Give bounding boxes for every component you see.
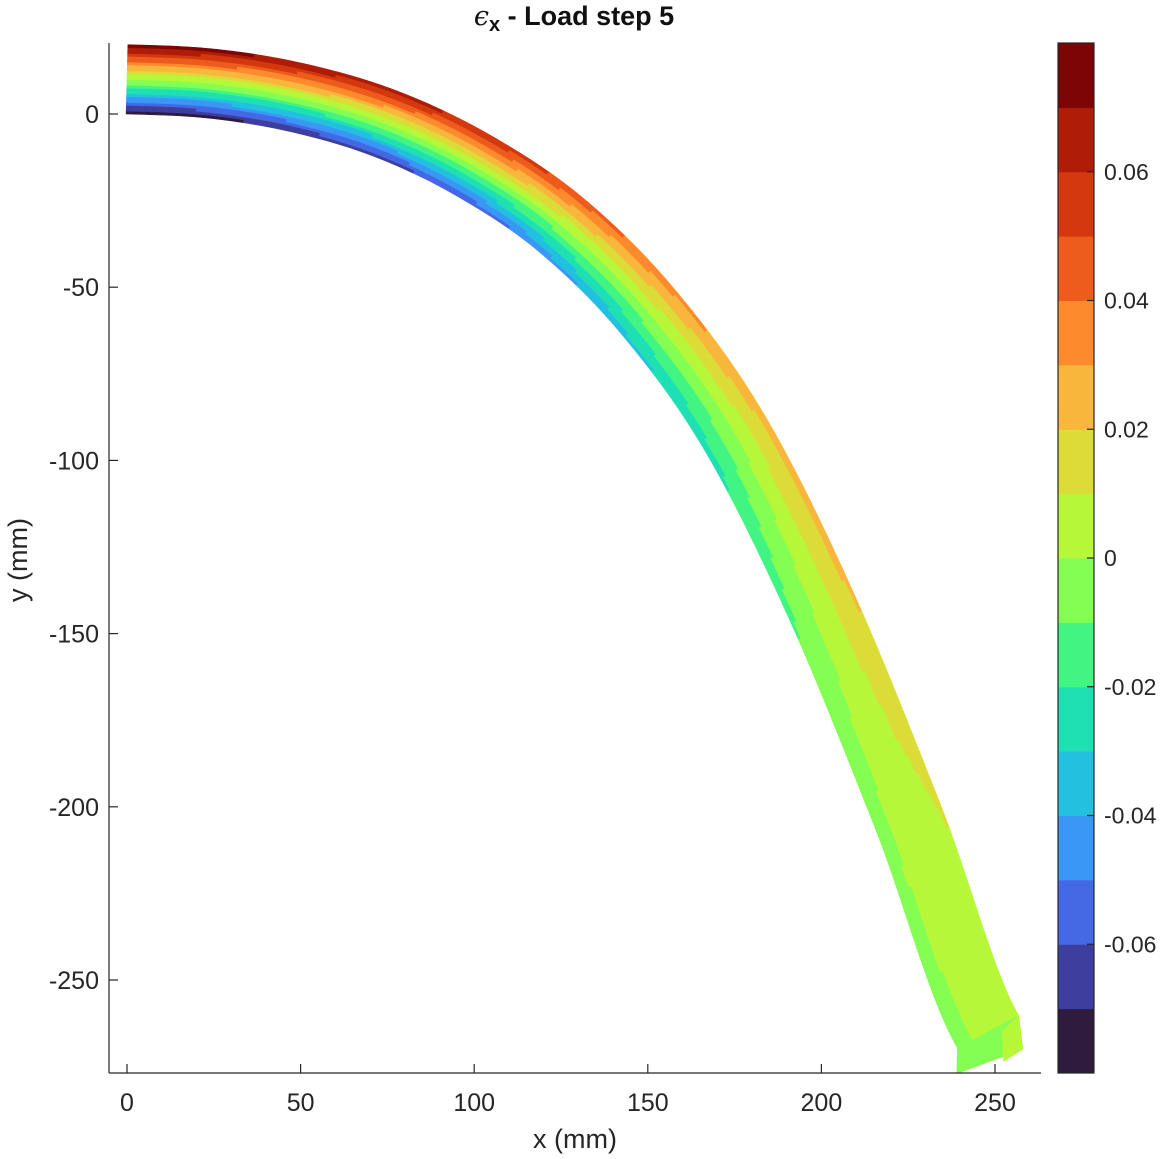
strain-cell: [140, 108, 148, 112]
colorbar-tick-label: -0.04: [1104, 803, 1157, 829]
strain-cell: [126, 81, 135, 86]
strain-cell: [126, 99, 134, 103]
strain-cell: [149, 44, 158, 49]
colorbar-swatch: [1058, 622, 1094, 688]
y-axis-label: y (mm): [3, 518, 33, 602]
strain-cell: [178, 46, 187, 51]
x-tick-label: 100: [453, 1089, 495, 1117]
svg-text:ϵx - Load step 5: ϵx - Load step 5: [474, 1, 674, 36]
colorbar-swatch: [1058, 236, 1094, 302]
strain-cell: [134, 64, 143, 69]
strain-cell: [133, 96, 142, 101]
y-tick-label: 0: [85, 101, 99, 129]
colorbar-swatch: [1058, 1008, 1094, 1074]
strain-cell: [133, 85, 142, 89]
strain-cell: [163, 45, 173, 50]
plot-title: ϵx - Load step 5: [474, 1, 674, 36]
strain-cell: [140, 102, 149, 107]
strain-cell: [126, 67, 135, 72]
strain-cell: [208, 48, 218, 53]
y-tick-label: -100: [49, 447, 99, 475]
strain-cell: [223, 49, 233, 55]
strain-cell: [186, 46, 195, 51]
strain-cell: [125, 107, 134, 112]
x-axis-label: x (mm): [533, 1124, 617, 1154]
strain-cell: [134, 50, 143, 55]
colorbar-swatch: [1058, 944, 1094, 1010]
strain-cell: [126, 79, 135, 83]
colorbar-tick-label: 0.06: [1104, 159, 1149, 185]
title-symbol: ϵ: [474, 1, 489, 32]
colorbar-swatch: [1058, 493, 1094, 559]
strain-cell: [134, 70, 142, 75]
strain-cell: [127, 47, 136, 51]
y-tick-label: -50: [63, 274, 99, 302]
strain-cell: [127, 58, 136, 63]
y-tick-label: -200: [49, 794, 99, 822]
colorbar-tick-label: -0.02: [1104, 674, 1156, 700]
colorbar-tick-label: 0.02: [1104, 416, 1149, 442]
colorbar-swatch: [1058, 300, 1094, 366]
strain-cell: [134, 53, 143, 57]
x-tick-label: 0: [120, 1089, 134, 1117]
strain-cell: [126, 93, 135, 98]
strain-field: [125, 44, 1024, 1074]
strain-cell: [133, 105, 141, 109]
colorbar-swatch: [1058, 171, 1094, 237]
y-tick-label: -150: [49, 621, 99, 649]
colorbar-tick-label: -0.06: [1104, 931, 1156, 957]
strain-cell: [127, 61, 135, 66]
strain-cell: [171, 45, 180, 50]
strain-cell: [126, 87, 135, 92]
strain-cell: [133, 73, 142, 78]
colorbar-swatch: [1058, 879, 1094, 945]
y-tick-label: -250: [49, 967, 99, 995]
colorbar-tick-label: 0.04: [1104, 288, 1149, 314]
x-tick-label: 50: [287, 1089, 315, 1117]
x-tick-label: 200: [801, 1089, 843, 1117]
strain-cell: [134, 44, 143, 49]
strain-cell: [140, 88, 149, 92]
strain-cell: [133, 79, 142, 83]
strain-cell: [1001, 1015, 1024, 1062]
x-tick-label: 250: [974, 1089, 1016, 1117]
colorbar-tick-label: 0: [1104, 545, 1117, 571]
strain-cell: [134, 59, 143, 63]
strain-cell: [216, 49, 225, 54]
axes: 0 50 100 150 200 250 0 -50 -100 -150 -200 -250: [49, 43, 1041, 1117]
strain-cell: [140, 82, 149, 87]
strain-cell: [156, 45, 165, 49]
title-subscript: x: [489, 14, 500, 36]
strain-cell: [133, 90, 142, 95]
strain-cell: [141, 44, 150, 49]
strain-cell: [132, 110, 141, 115]
strain-cell: [127, 44, 136, 49]
strain-cell: [127, 53, 136, 57]
strain-cell: [141, 76, 149, 81]
colorbar-swatch: [1058, 107, 1094, 173]
colorbar-swatch: [1058, 429, 1094, 495]
title-text: - Load step 5: [508, 1, 675, 31]
x-tick-label: 150: [627, 1089, 669, 1117]
strain-cell: [231, 50, 240, 56]
strain-cell: [133, 99, 142, 104]
colorbar-swatch: [1058, 558, 1094, 623]
colorbar-swatch: [1058, 43, 1094, 108]
colorbar-swatch: [1058, 686, 1094, 752]
colorbar: 0.06 0.04 0.02 0 -0.02 -0.04 -0.06: [1057, 42, 1157, 1074]
colorbar-swatch: [1058, 815, 1094, 881]
strain-cell: [126, 102, 134, 106]
strain-cell: [201, 47, 210, 52]
strain-cell: [238, 51, 248, 57]
colorbar-swatch: [1058, 751, 1094, 817]
strain-cell: [193, 47, 203, 52]
strain-cell: [126, 73, 135, 77]
colorbar-swatch: [1058, 364, 1094, 430]
